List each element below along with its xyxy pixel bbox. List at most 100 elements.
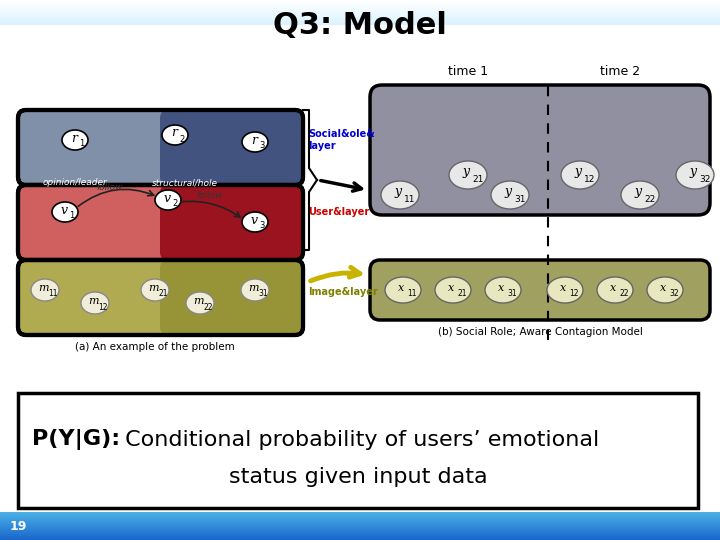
Polygon shape bbox=[0, 535, 720, 536]
Text: r: r bbox=[171, 126, 177, 139]
Polygon shape bbox=[0, 538, 720, 539]
FancyBboxPatch shape bbox=[18, 393, 698, 508]
Text: m: m bbox=[248, 283, 258, 293]
Text: m: m bbox=[148, 283, 158, 293]
Polygon shape bbox=[0, 519, 720, 520]
Polygon shape bbox=[0, 10, 720, 11]
Ellipse shape bbox=[62, 130, 88, 150]
Text: 21: 21 bbox=[457, 289, 467, 299]
Text: 1: 1 bbox=[69, 212, 75, 220]
Text: m: m bbox=[88, 296, 98, 306]
Text: 11: 11 bbox=[48, 289, 58, 299]
Polygon shape bbox=[0, 1, 720, 2]
Ellipse shape bbox=[485, 277, 521, 303]
Text: 21: 21 bbox=[158, 289, 168, 299]
Text: 22: 22 bbox=[619, 289, 629, 299]
Text: status given input data: status given input data bbox=[229, 467, 487, 487]
Text: time 2: time 2 bbox=[600, 65, 640, 78]
Ellipse shape bbox=[547, 277, 583, 303]
Text: (b) Social Role; Aware Contagion Model: (b) Social Role; Aware Contagion Model bbox=[438, 327, 642, 337]
Text: Conditional probability of users’ emotional: Conditional probability of users’ emotio… bbox=[118, 430, 599, 450]
Ellipse shape bbox=[31, 279, 59, 301]
Polygon shape bbox=[0, 12, 720, 13]
Ellipse shape bbox=[242, 212, 268, 232]
Polygon shape bbox=[0, 17, 720, 18]
Polygon shape bbox=[0, 536, 720, 537]
Text: 22: 22 bbox=[203, 302, 212, 312]
Text: r: r bbox=[251, 133, 257, 146]
Text: x: x bbox=[660, 283, 666, 293]
Polygon shape bbox=[0, 517, 720, 518]
Ellipse shape bbox=[242, 132, 268, 152]
Ellipse shape bbox=[162, 125, 188, 145]
Polygon shape bbox=[0, 532, 720, 533]
Text: x: x bbox=[398, 283, 404, 293]
Text: v: v bbox=[251, 213, 258, 226]
Text: m: m bbox=[193, 296, 203, 306]
Polygon shape bbox=[0, 2, 720, 3]
Text: r: r bbox=[71, 132, 77, 145]
Text: P(Y|G):: P(Y|G): bbox=[32, 429, 120, 450]
Polygon shape bbox=[0, 23, 720, 24]
Text: v: v bbox=[163, 192, 171, 205]
Polygon shape bbox=[0, 523, 720, 524]
FancyBboxPatch shape bbox=[370, 85, 710, 215]
Text: 2: 2 bbox=[172, 199, 178, 208]
Text: Q3: Model: Q3: Model bbox=[273, 10, 447, 39]
Text: y: y bbox=[395, 186, 402, 199]
Polygon shape bbox=[0, 21, 720, 22]
Text: 21: 21 bbox=[472, 176, 484, 185]
Text: 22: 22 bbox=[644, 195, 656, 205]
Text: y: y bbox=[690, 165, 696, 179]
Ellipse shape bbox=[81, 292, 109, 314]
Ellipse shape bbox=[561, 161, 599, 189]
Text: Social&ole&
layer: Social&ole& layer bbox=[308, 129, 374, 151]
Polygon shape bbox=[0, 9, 720, 10]
Polygon shape bbox=[0, 522, 720, 523]
Text: x: x bbox=[448, 283, 454, 293]
Polygon shape bbox=[0, 4, 720, 5]
Polygon shape bbox=[0, 521, 720, 522]
Polygon shape bbox=[0, 514, 720, 515]
Ellipse shape bbox=[186, 292, 214, 314]
Ellipse shape bbox=[385, 277, 421, 303]
Polygon shape bbox=[0, 537, 720, 538]
Ellipse shape bbox=[597, 277, 633, 303]
Text: 11: 11 bbox=[408, 289, 417, 299]
Text: 31: 31 bbox=[258, 289, 268, 299]
Polygon shape bbox=[0, 530, 720, 531]
Polygon shape bbox=[0, 24, 720, 25]
Ellipse shape bbox=[241, 279, 269, 301]
Text: 12: 12 bbox=[570, 289, 579, 299]
Ellipse shape bbox=[52, 202, 78, 222]
Ellipse shape bbox=[676, 161, 714, 189]
Polygon shape bbox=[0, 513, 720, 514]
Text: time 1: time 1 bbox=[448, 65, 488, 78]
Text: v: v bbox=[60, 204, 68, 217]
Polygon shape bbox=[0, 8, 720, 9]
FancyBboxPatch shape bbox=[160, 185, 302, 260]
Polygon shape bbox=[0, 520, 720, 521]
Ellipse shape bbox=[647, 277, 683, 303]
Text: User&layer: User&layer bbox=[308, 207, 369, 217]
Text: y: y bbox=[505, 186, 512, 199]
Text: y: y bbox=[575, 165, 582, 179]
Text: opinion/leader: opinion/leader bbox=[42, 178, 107, 187]
Ellipse shape bbox=[449, 161, 487, 189]
Polygon shape bbox=[0, 19, 720, 20]
Polygon shape bbox=[0, 525, 720, 526]
Polygon shape bbox=[0, 22, 720, 23]
Text: 11: 11 bbox=[404, 195, 415, 205]
Polygon shape bbox=[0, 526, 720, 527]
Polygon shape bbox=[0, 527, 720, 528]
Ellipse shape bbox=[141, 279, 169, 301]
Text: 1: 1 bbox=[79, 139, 85, 148]
Text: 32: 32 bbox=[699, 176, 711, 185]
Polygon shape bbox=[0, 5, 720, 6]
Polygon shape bbox=[0, 516, 720, 517]
Polygon shape bbox=[0, 534, 720, 535]
Text: x: x bbox=[560, 283, 566, 293]
Text: (a) An example of the problem: (a) An example of the problem bbox=[75, 342, 235, 352]
Polygon shape bbox=[0, 528, 720, 529]
Polygon shape bbox=[0, 515, 720, 516]
